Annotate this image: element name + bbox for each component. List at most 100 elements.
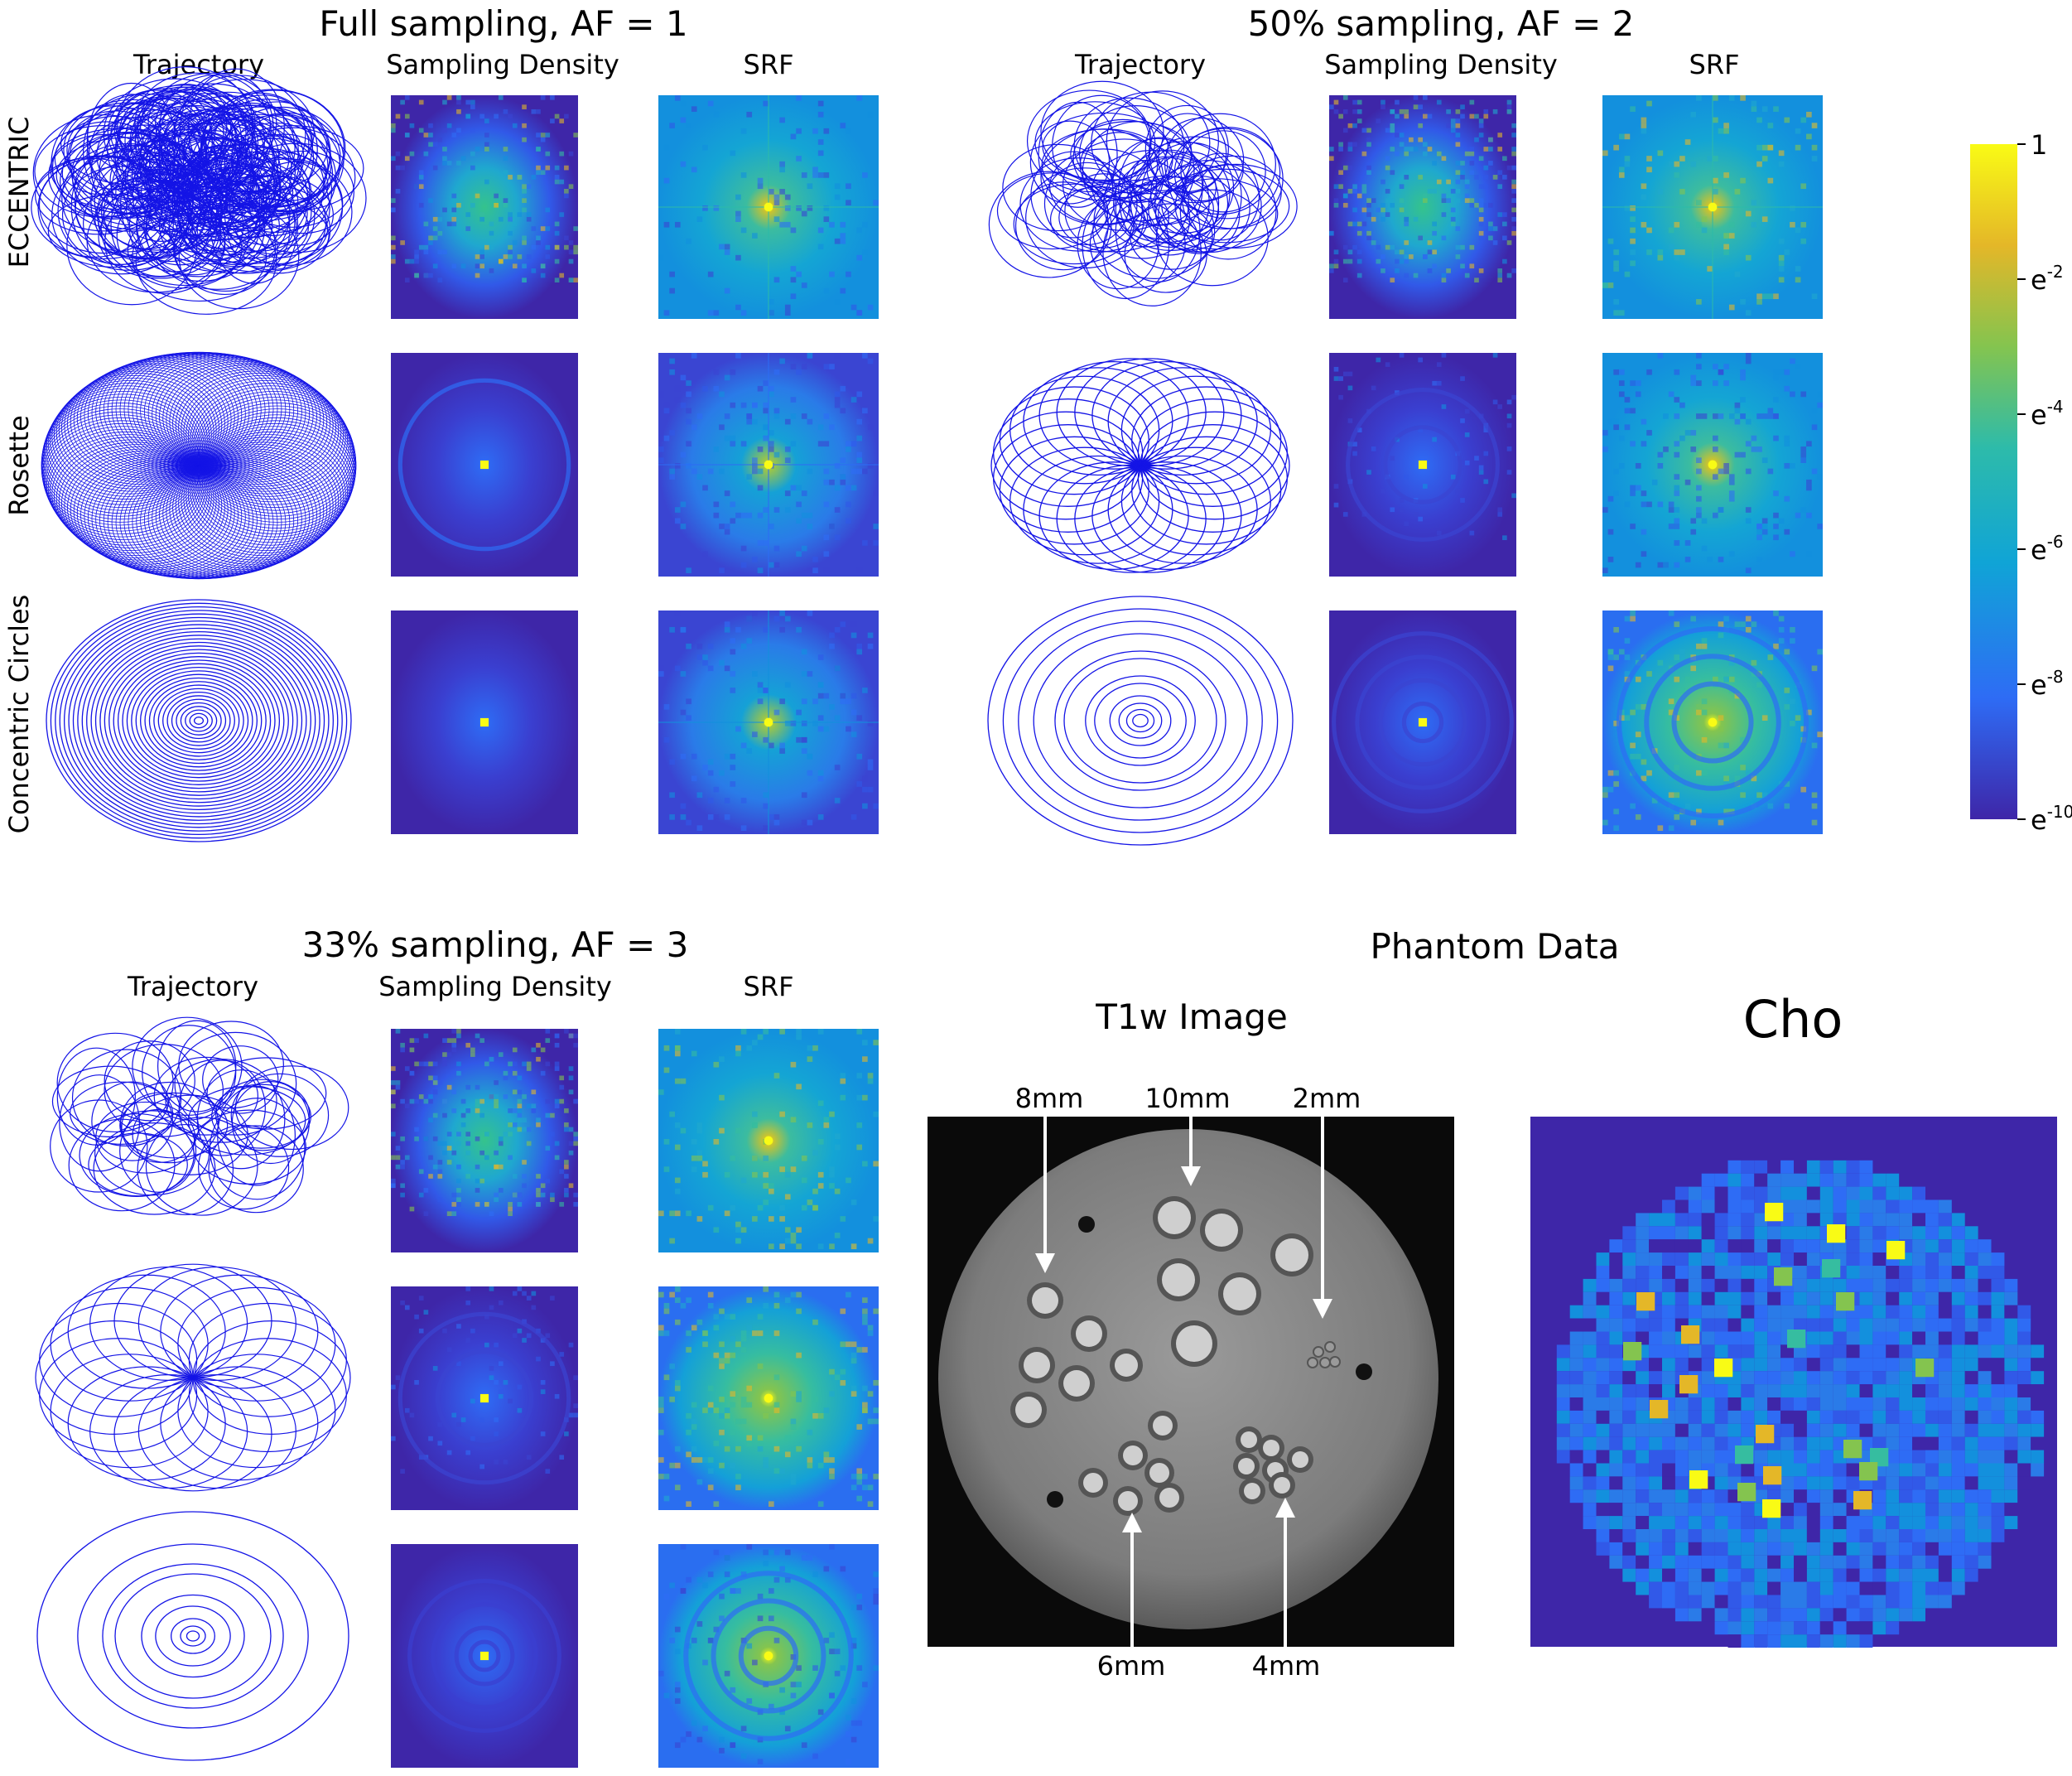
phantom-rod	[1176, 1325, 1212, 1362]
phantom-rod	[1123, 1445, 1143, 1465]
cho-hotspot	[1737, 1483, 1756, 1502]
phantom-rod	[1153, 1416, 1173, 1436]
cho-hotspot	[1774, 1267, 1793, 1286]
trajectory-eccentric-half	[988, 80, 1298, 306]
cho-hotspot	[1689, 1470, 1708, 1489]
cho-hotspot	[1756, 1425, 1775, 1444]
srf-concentric-third	[658, 1544, 879, 1768]
density-rosette-half	[1329, 353, 1516, 577]
phantom-rod-small	[1307, 1357, 1318, 1368]
col-header-density: Sampling Density	[378, 971, 612, 1002]
colorbar-tick-label: e-8	[2031, 667, 2064, 701]
phantom-rod	[1032, 1287, 1058, 1314]
phantom-rod	[1076, 1320, 1102, 1347]
cho-hotspot	[1623, 1342, 1642, 1361]
srf-rosette-half	[1602, 353, 1823, 577]
row-label-rosette: Rosette	[3, 415, 35, 516]
phantom-rod-small	[1313, 1346, 1324, 1358]
label-2mm: 2mm	[1293, 1083, 1361, 1114]
srf-rosette-third	[658, 1286, 879, 1510]
phantom-rod	[1159, 1488, 1179, 1508]
label-4mm: 4mm	[1252, 1650, 1321, 1682]
cho-map	[1530, 1117, 2057, 1648]
phantom-rod	[1024, 1352, 1050, 1378]
colorbar: 1 e-2 e-4 e-6 e-8 e-10	[1970, 129, 2072, 836]
phantom-rod	[1083, 1473, 1103, 1493]
col-header-density: Sampling Density	[1324, 49, 1558, 80]
density-eccentric-third	[391, 1029, 578, 1252]
size-arrows	[1035, 1117, 1332, 1647]
phantom-rod	[1015, 1397, 1042, 1423]
phantom-rod	[1292, 1451, 1308, 1468]
density-concentric-full	[391, 610, 578, 834]
density-eccentric-full	[391, 95, 578, 319]
cho-hotspot	[1822, 1259, 1841, 1278]
label-6mm: 6mm	[1097, 1650, 1166, 1682]
colorbar-tick-label: e-2	[2031, 262, 2064, 296]
trajectory-rosette-full	[41, 351, 357, 580]
phantom-rod	[1162, 1263, 1195, 1296]
trajectory-rosette-third	[35, 1263, 351, 1492]
srf-concentric-half	[1602, 610, 1823, 834]
phantom-rod	[1244, 1483, 1260, 1499]
colorbar-tick-label: 1	[2031, 129, 2047, 161]
phantom-disc	[938, 1129, 1438, 1629]
phantom-marker	[1356, 1363, 1372, 1380]
trajectory-concentric-third	[36, 1511, 349, 1761]
density-rosette-full	[391, 353, 578, 577]
cho-hotspot	[1787, 1330, 1806, 1349]
phantom-rod	[1274, 1477, 1290, 1494]
trajectory-plots	[31, 65, 1298, 1761]
cho-title: Cho	[1743, 989, 1843, 1050]
phantom-marker	[1047, 1491, 1063, 1508]
colorbar-tick-label: e-10	[2031, 802, 2072, 836]
phantom-rod-small	[1319, 1357, 1331, 1368]
row-label-eccentric: ECCENTRIC	[3, 117, 35, 268]
t1w-title: T1w Image	[1095, 997, 1288, 1037]
cho-hotspot	[1853, 1491, 1872, 1510]
cho-hotspot	[1859, 1462, 1878, 1481]
trajectory-eccentric-full	[31, 65, 367, 315]
phantom-rod	[1063, 1370, 1090, 1397]
cho-hotspot	[1765, 1203, 1784, 1222]
phantom-title: Phantom Data	[1370, 926, 1619, 967]
cho-hotspot	[1886, 1241, 1906, 1260]
row-label-concentric: Concentric Circles	[3, 595, 35, 834]
cho-hotspot	[1763, 1466, 1782, 1485]
phantom-rod-small	[1324, 1341, 1336, 1353]
t1w-image	[928, 1117, 1454, 1647]
col-header-density: Sampling Density	[386, 49, 619, 80]
phantom-rod	[1238, 1458, 1255, 1474]
colorbar-tick-label: e-6	[2031, 532, 2064, 566]
cho-hotspot	[1679, 1375, 1699, 1394]
panel-title-third: 33% sampling, AF = 3	[302, 924, 689, 965]
phantom-rod	[1275, 1238, 1308, 1272]
phantom-rod	[1263, 1440, 1279, 1456]
col-header-trajectory: Trajectory	[127, 971, 258, 1002]
density-rosette-third	[391, 1286, 578, 1510]
phantom-rods	[1010, 1196, 1372, 1516]
srf-eccentric-full	[658, 95, 879, 319]
phantom-rod	[1118, 1491, 1138, 1511]
phantom-rod	[1158, 1201, 1191, 1234]
phantom-rod	[1241, 1431, 1257, 1448]
phantom-rod	[1115, 1354, 1138, 1377]
panel-title-half: 50% sampling, AF = 2	[1248, 3, 1635, 44]
col-header-srf: SRF	[1689, 49, 1740, 80]
cho-hotspot	[1836, 1292, 1855, 1311]
cho-hotspot	[1843, 1440, 1862, 1459]
trajectory-concentric-half	[987, 596, 1294, 846]
srf-rosette-full	[658, 353, 879, 577]
srf-eccentric-third	[658, 1029, 879, 1252]
cho-hotspot	[1681, 1325, 1700, 1344]
cho-pixels	[1556, 1160, 2045, 1648]
colorbar-ticks: 1 e-2 e-4 e-6 e-8 e-10	[2017, 129, 2072, 836]
colorbar-gradient	[1970, 144, 2017, 819]
label-10mm: 10mm	[1144, 1083, 1230, 1114]
heatmap-tiles	[391, 95, 1823, 1768]
cho-hotspot	[1735, 1445, 1754, 1465]
density-eccentric-half	[1329, 95, 1516, 319]
colorbar-tick-label: e-4	[2031, 397, 2064, 431]
phantom-rod-small	[1329, 1356, 1341, 1368]
